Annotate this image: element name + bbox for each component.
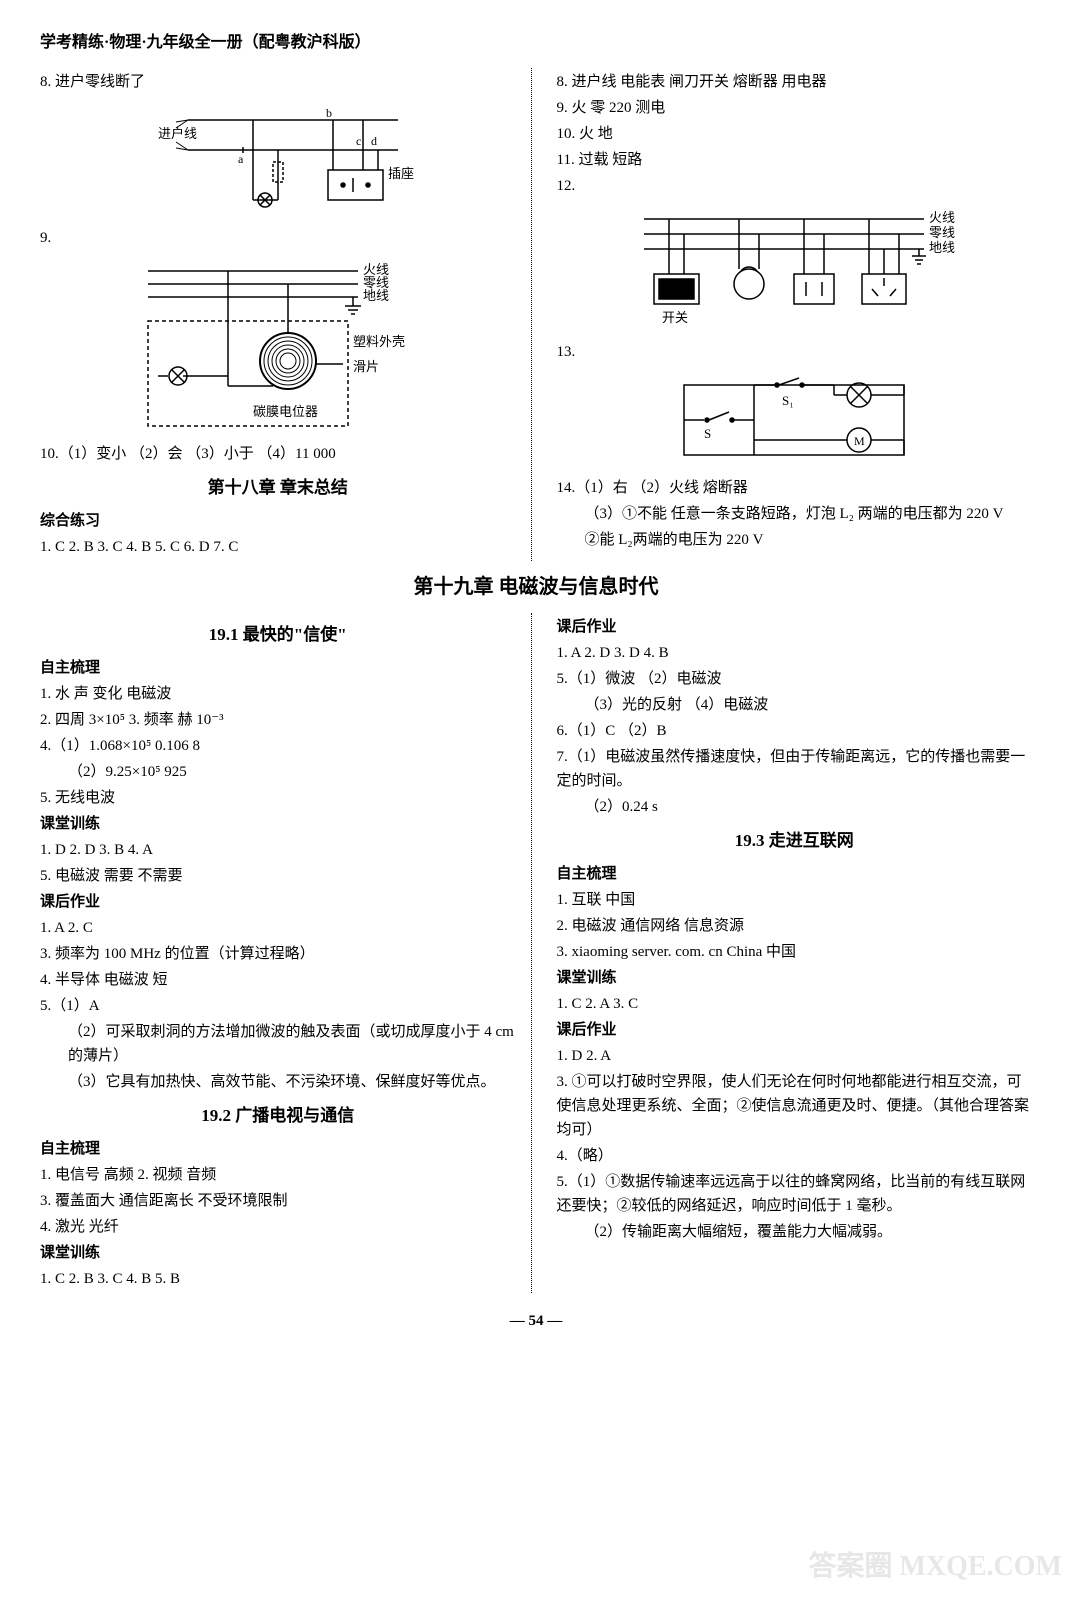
- s193-kh1: 1. D 2. A: [557, 1044, 1033, 1068]
- s192-l3: 4. 激光 光纤: [40, 1215, 516, 1239]
- col-right-top: 8. 进户线 电能表 闸刀开关 熔断器 用电器 9. 火 零 220 测电 10…: [552, 68, 1033, 561]
- s191-l2: 2. 四周 3×10⁵ 3. 频率 赫 10⁻³: [40, 708, 516, 732]
- ch19-title: 第十九章 电磁波与信息时代: [40, 571, 1032, 603]
- s192r-kh2b: （3）光的反射 （4）电磁波: [557, 693, 1033, 717]
- svg-text:进户线: 进户线: [158, 126, 197, 141]
- s192r-kh2: 5.（1）微波 （2）电磁波: [557, 667, 1033, 691]
- s193-khzy: 课后作业: [557, 1018, 1033, 1042]
- s191-kh6: （3）它具有加热快、高效节能、不污染环境、保鲜度好等优点。: [40, 1070, 516, 1094]
- s193-kt1: 1. C 2. A 3. C: [557, 992, 1033, 1016]
- s192-ktxl: 课堂训练: [40, 1241, 516, 1265]
- svg-text:零线: 零线: [929, 225, 955, 240]
- svg-text:地线: 地线: [363, 288, 389, 303]
- svg-text:d: d: [371, 134, 377, 148]
- diagram-8: 进户线 a b c d 插座: [138, 100, 418, 220]
- svg-text:插座: 插座: [388, 166, 414, 181]
- s191-l3: 4.（1）1.068×10⁵ 0.106 8: [40, 734, 516, 758]
- s191-kt1: 1. D 2. D 3. B 4. A: [40, 838, 516, 862]
- svg-text:b: b: [326, 106, 332, 120]
- s191-l1: 1. 水 声 变化 电磁波: [40, 682, 516, 706]
- s193-kh5: （2）传输距离大幅缩短，覆盖能力大幅减弱。: [557, 1220, 1033, 1244]
- s192-l2: 3. 覆盖面大 通信距离长 不受环境限制: [40, 1189, 516, 1213]
- top-columns: 8. 进户零线断了 进: [40, 68, 1032, 561]
- col-right-bot: 课后作业 1. A 2. D 3. D 4. B 5.（1）微波 （2）电磁波 …: [552, 613, 1033, 1293]
- s193-zzsl: 自主梳理: [557, 862, 1033, 886]
- s192r-khzy: 课后作业: [557, 615, 1033, 639]
- svg-text:a: a: [238, 152, 244, 166]
- s191-kh1: 1. A 2. C: [40, 916, 516, 940]
- s192r-kh4: 7.（1）电磁波虽然传播速度快，但由于传输距离远，它的传播也需要一定的时间。: [557, 745, 1033, 793]
- s192-l1: 1. 电信号 高频 2. 视频 音频: [40, 1163, 516, 1187]
- col-left-bot: 19.1 最快的"信使" 自主梳理 1. 水 声 变化 电磁波 2. 四周 3×…: [40, 613, 532, 1293]
- svg-text:开关: 开关: [662, 310, 688, 325]
- diagram-12: 火线 零线 地线 开关: [624, 204, 964, 334]
- s193-l1: 1. 互联 中国: [557, 888, 1033, 912]
- svg-text:火线: 火线: [929, 210, 955, 225]
- page-header: 学考精练·物理·九年级全一册（配粤教沪科版）: [40, 30, 1032, 56]
- svg-text:地线: 地线: [929, 240, 955, 255]
- r-q11: 11. 过载 短路: [557, 148, 1033, 172]
- s191-kt2: 5. 电磁波 需要 不需要: [40, 864, 516, 888]
- r-q14c: ②能 L₂两端的电压为 220 V: [557, 528, 1033, 552]
- svg-text:塑料外壳: 塑料外壳: [353, 334, 405, 349]
- q10-text: 10.（1）变小 （2）会 （3）小于 （4）11 000: [40, 442, 516, 466]
- s193-l3: 3. xiaoming server. com. cn China 中国: [557, 940, 1033, 964]
- svg-text:S: S: [704, 426, 711, 441]
- s191-title: 19.1 最快的"信使": [40, 621, 516, 648]
- s193-kh2: 3. ①可以打破时空界限，使人们无论在何时何地都能进行相互交流，可使信息处理更系…: [557, 1070, 1033, 1142]
- ch18-ans: 1. C 2. B 3. C 4. B 5. C 6. D 7. C: [40, 535, 516, 559]
- watermark: 答案圈 MXQE.COM: [808, 1545, 1062, 1590]
- s191-ktxl: 课堂训练: [40, 812, 516, 836]
- s193-ktxl: 课堂训练: [557, 966, 1033, 990]
- s193-kh3: 4.（略）: [557, 1144, 1033, 1168]
- s193-title: 19.3 走进互联网: [557, 827, 1033, 854]
- r-q12: 12.: [557, 174, 1033, 198]
- svg-text:滑片: 滑片: [353, 359, 379, 374]
- r-q13: 13.: [557, 340, 1033, 364]
- r-q14a: 14.（1）右 （2）火线 熔断器: [557, 476, 1033, 500]
- s192r-kh3: 6.（1）C （2）B: [557, 719, 1033, 743]
- s192r-kh1: 1. A 2. D 3. D 4. B: [557, 641, 1033, 665]
- s191-l3b: （2）9.25×10⁵ 925: [40, 760, 516, 784]
- q8-text: 8. 进户零线断了: [40, 70, 516, 94]
- r-q10: 10. 火 地: [557, 122, 1033, 146]
- s191-kh4: 5.（1）A: [40, 994, 516, 1018]
- s192-kt1: 1. C 2. B 3. C 4. B 5. B: [40, 1267, 516, 1291]
- s192-title: 19.2 广播电视与通信: [40, 1102, 516, 1129]
- svg-text:S₁: S₁: [782, 393, 794, 408]
- col-left-top: 8. 进户零线断了 进: [40, 68, 532, 561]
- s191-zzsl: 自主梳理: [40, 656, 516, 680]
- s191-kh5: （2）可采取刺洞的方法增加微波的触及表面（或切成厚度小于 4 cm 的薄片）: [40, 1020, 516, 1068]
- svg-text:M: M: [854, 434, 865, 448]
- diagram-9: 火线 零线 地线 塑料外壳 滑片 碳膜电位器: [128, 256, 428, 436]
- bottom-columns: 19.1 最快的"信使" 自主梳理 1. 水 声 变化 电磁波 2. 四周 3×…: [40, 613, 1032, 1293]
- svg-text:c: c: [356, 134, 361, 148]
- s191-khzy: 课后作业: [40, 890, 516, 914]
- s192-zzsl: 自主梳理: [40, 1137, 516, 1161]
- s193-kh4: 5.（1）①数据传输速率远远高于以往的蜂窝网络，比当前的有线互联网还要快；②较低…: [557, 1170, 1033, 1218]
- s193-l2: 2. 电磁波 通信网络 信息资源: [557, 914, 1033, 938]
- diagram-13: S S₁ M: [664, 370, 924, 470]
- page-footer: — 54 —: [40, 1309, 1032, 1333]
- q9-text: 9.: [40, 226, 516, 250]
- s191-kh3: 4. 半导体 电磁波 短: [40, 968, 516, 992]
- s191-l4: 5. 无线电波: [40, 786, 516, 810]
- r-q8: 8. 进户线 电能表 闸刀开关 熔断器 用电器: [557, 70, 1033, 94]
- svg-text:碳膜电位器: 碳膜电位器: [253, 404, 318, 419]
- s191-kh2: 3. 频率为 100 MHz 的位置（计算过程略）: [40, 942, 516, 966]
- s192r-kh5: （2）0.24 s: [557, 795, 1033, 819]
- zhlx-head: 综合练习: [40, 509, 516, 533]
- ch18-title: 第十八章 章末总结: [40, 474, 516, 501]
- r-q14b: （3）①不能 任意一条支路短路，灯泡 L₂ 两端的电压都为 220 V: [557, 502, 1033, 526]
- r-q9: 9. 火 零 220 测电: [557, 96, 1033, 120]
